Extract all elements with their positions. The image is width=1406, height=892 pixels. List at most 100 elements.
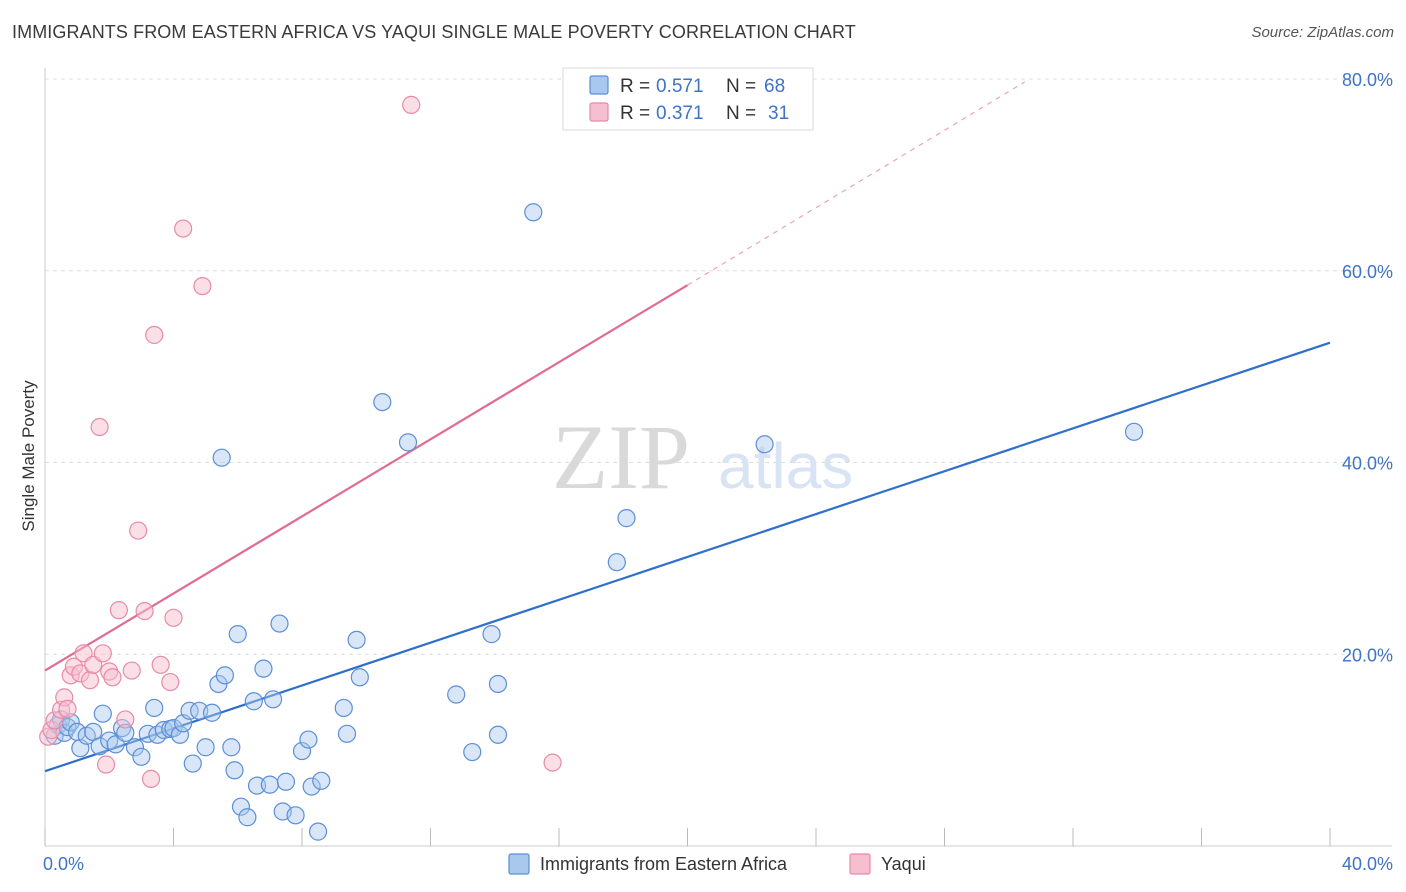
point-immigrants-eastern-africa bbox=[286, 806, 305, 825]
point-immigrants-eastern-africa bbox=[180, 701, 199, 720]
point-yaqui bbox=[174, 219, 193, 238]
point-yaqui bbox=[543, 753, 562, 772]
point-immigrants-eastern-africa bbox=[299, 730, 318, 749]
point-yaqui bbox=[402, 95, 421, 114]
point-immigrants-eastern-africa bbox=[488, 674, 508, 694]
series-yaqui bbox=[39, 95, 562, 788]
y-tick-label: 80.0% bbox=[1342, 70, 1393, 90]
legend-n-value-blue: 68 bbox=[764, 76, 785, 97]
y-tick-label: 40.0% bbox=[1342, 454, 1393, 474]
legend-r-label-pink: R = bbox=[620, 103, 650, 124]
x-tick-labels: 0.0% 40.0% bbox=[43, 854, 1393, 874]
point-immigrants-eastern-africa bbox=[524, 203, 543, 222]
series-immigrants-eastern-africa bbox=[45, 203, 1144, 841]
point-immigrants-eastern-africa bbox=[212, 448, 231, 467]
watermark: ZIP atlas bbox=[552, 406, 853, 508]
point-immigrants-eastern-africa bbox=[215, 666, 234, 685]
series-legend: Immigrants from Eastern Africa Yaqui bbox=[508, 853, 926, 875]
trend-line-immigrants-eastern-africa bbox=[44, 341, 1331, 773]
point-immigrants-eastern-africa bbox=[1124, 422, 1144, 441]
point-immigrants-eastern-africa bbox=[247, 776, 267, 795]
x-tick-label: 0.0% bbox=[43, 854, 84, 874]
axes bbox=[44, 68, 1392, 847]
gridlines bbox=[45, 78, 1392, 655]
point-immigrants-eastern-africa bbox=[373, 392, 392, 412]
point-immigrants-eastern-africa bbox=[617, 509, 636, 528]
point-immigrants-eastern-africa bbox=[337, 724, 357, 743]
point-yaqui bbox=[96, 755, 116, 774]
point-immigrants-eastern-africa bbox=[228, 625, 247, 644]
point-immigrants-eastern-africa bbox=[447, 685, 466, 704]
point-immigrants-eastern-africa bbox=[254, 659, 273, 678]
legend-swatch-pink bbox=[589, 102, 609, 122]
point-immigrants-eastern-africa bbox=[125, 738, 145, 757]
point-immigrants-eastern-africa bbox=[312, 771, 331, 790]
point-immigrants-eastern-africa bbox=[231, 797, 251, 816]
point-immigrants-eastern-africa bbox=[308, 822, 328, 841]
legend-r-label-blue: R = bbox=[620, 76, 650, 97]
series-legend-label-blue: Immigrants from Eastern Africa bbox=[540, 854, 788, 874]
point-immigrants-eastern-africa bbox=[350, 668, 369, 687]
point-immigrants-eastern-africa bbox=[244, 692, 263, 711]
point-immigrants-eastern-africa bbox=[607, 553, 626, 572]
legend-n-value-pink: 31 bbox=[768, 103, 789, 124]
legend-r-value-pink: 0.371 bbox=[656, 103, 704, 124]
point-yaqui bbox=[93, 644, 112, 663]
point-yaqui bbox=[135, 602, 154, 621]
point-yaqui bbox=[90, 417, 109, 437]
point-yaqui bbox=[145, 325, 164, 345]
x-tick-label: 40.0% bbox=[1342, 854, 1393, 874]
legend-n-label-pink: N = bbox=[726, 103, 756, 124]
point-yaqui bbox=[103, 668, 122, 687]
legend-r-value-blue: 0.571 bbox=[656, 76, 704, 97]
point-immigrants-eastern-africa bbox=[334, 698, 353, 718]
point-immigrants-eastern-africa bbox=[93, 704, 112, 723]
watermark-atlas: atlas bbox=[718, 430, 853, 502]
point-immigrants-eastern-africa bbox=[170, 725, 190, 744]
legend-n-label-blue: N = bbox=[726, 76, 756, 97]
y-tick-label: 60.0% bbox=[1342, 262, 1393, 282]
point-immigrants-eastern-africa bbox=[302, 777, 321, 796]
point-yaqui bbox=[116, 710, 135, 729]
point-immigrants-eastern-africa bbox=[398, 433, 418, 452]
point-yaqui bbox=[109, 601, 128, 620]
point-immigrants-eastern-africa bbox=[260, 775, 279, 794]
point-immigrants-eastern-africa bbox=[238, 808, 257, 827]
point-yaqui bbox=[80, 671, 100, 690]
series-legend-swatch-blue bbox=[508, 853, 530, 875]
point-immigrants-eastern-africa bbox=[488, 725, 508, 744]
point-immigrants-eastern-africa bbox=[225, 761, 244, 780]
point-yaqui bbox=[161, 672, 180, 692]
point-immigrants-eastern-africa bbox=[263, 690, 283, 709]
y-axis-label: Single Male Poverty bbox=[19, 380, 38, 532]
source-credit: Source: ZipAtlas.com bbox=[1251, 24, 1394, 41]
point-immigrants-eastern-africa bbox=[183, 754, 202, 773]
point-immigrants-eastern-africa bbox=[347, 630, 366, 649]
point-immigrants-eastern-africa bbox=[755, 435, 774, 454]
stats-legend: R = 0.571 N = 68 R = 0.371 N = 31 bbox=[562, 67, 814, 131]
point-immigrants-eastern-africa bbox=[90, 737, 109, 756]
point-yaqui bbox=[151, 655, 170, 674]
point-immigrants-eastern-africa bbox=[463, 742, 482, 762]
point-immigrants-eastern-africa bbox=[145, 698, 164, 718]
point-yaqui bbox=[164, 608, 183, 627]
series-legend-swatch-pink bbox=[849, 853, 871, 875]
chart-title: IMMIGRANTS FROM EASTERN AFRICA VS YAQUI … bbox=[12, 22, 856, 42]
watermark-zip: ZIP bbox=[552, 406, 690, 508]
point-yaqui bbox=[122, 661, 141, 680]
point-yaqui bbox=[129, 521, 148, 540]
point-immigrants-eastern-africa bbox=[276, 772, 296, 791]
point-yaqui bbox=[193, 276, 212, 296]
point-immigrants-eastern-africa bbox=[202, 703, 222, 722]
point-yaqui bbox=[141, 769, 161, 788]
point-immigrants-eastern-africa bbox=[132, 747, 151, 766]
point-immigrants-eastern-africa bbox=[164, 718, 183, 738]
point-immigrants-eastern-africa bbox=[482, 625, 501, 644]
series-legend-label-pink: Yaqui bbox=[881, 854, 926, 874]
point-immigrants-eastern-africa bbox=[196, 738, 215, 757]
point-immigrants-eastern-africa bbox=[222, 738, 241, 757]
legend-swatch-blue bbox=[589, 75, 609, 95]
point-immigrants-eastern-africa bbox=[270, 614, 289, 633]
y-tick-label: 20.0% bbox=[1342, 645, 1393, 665]
